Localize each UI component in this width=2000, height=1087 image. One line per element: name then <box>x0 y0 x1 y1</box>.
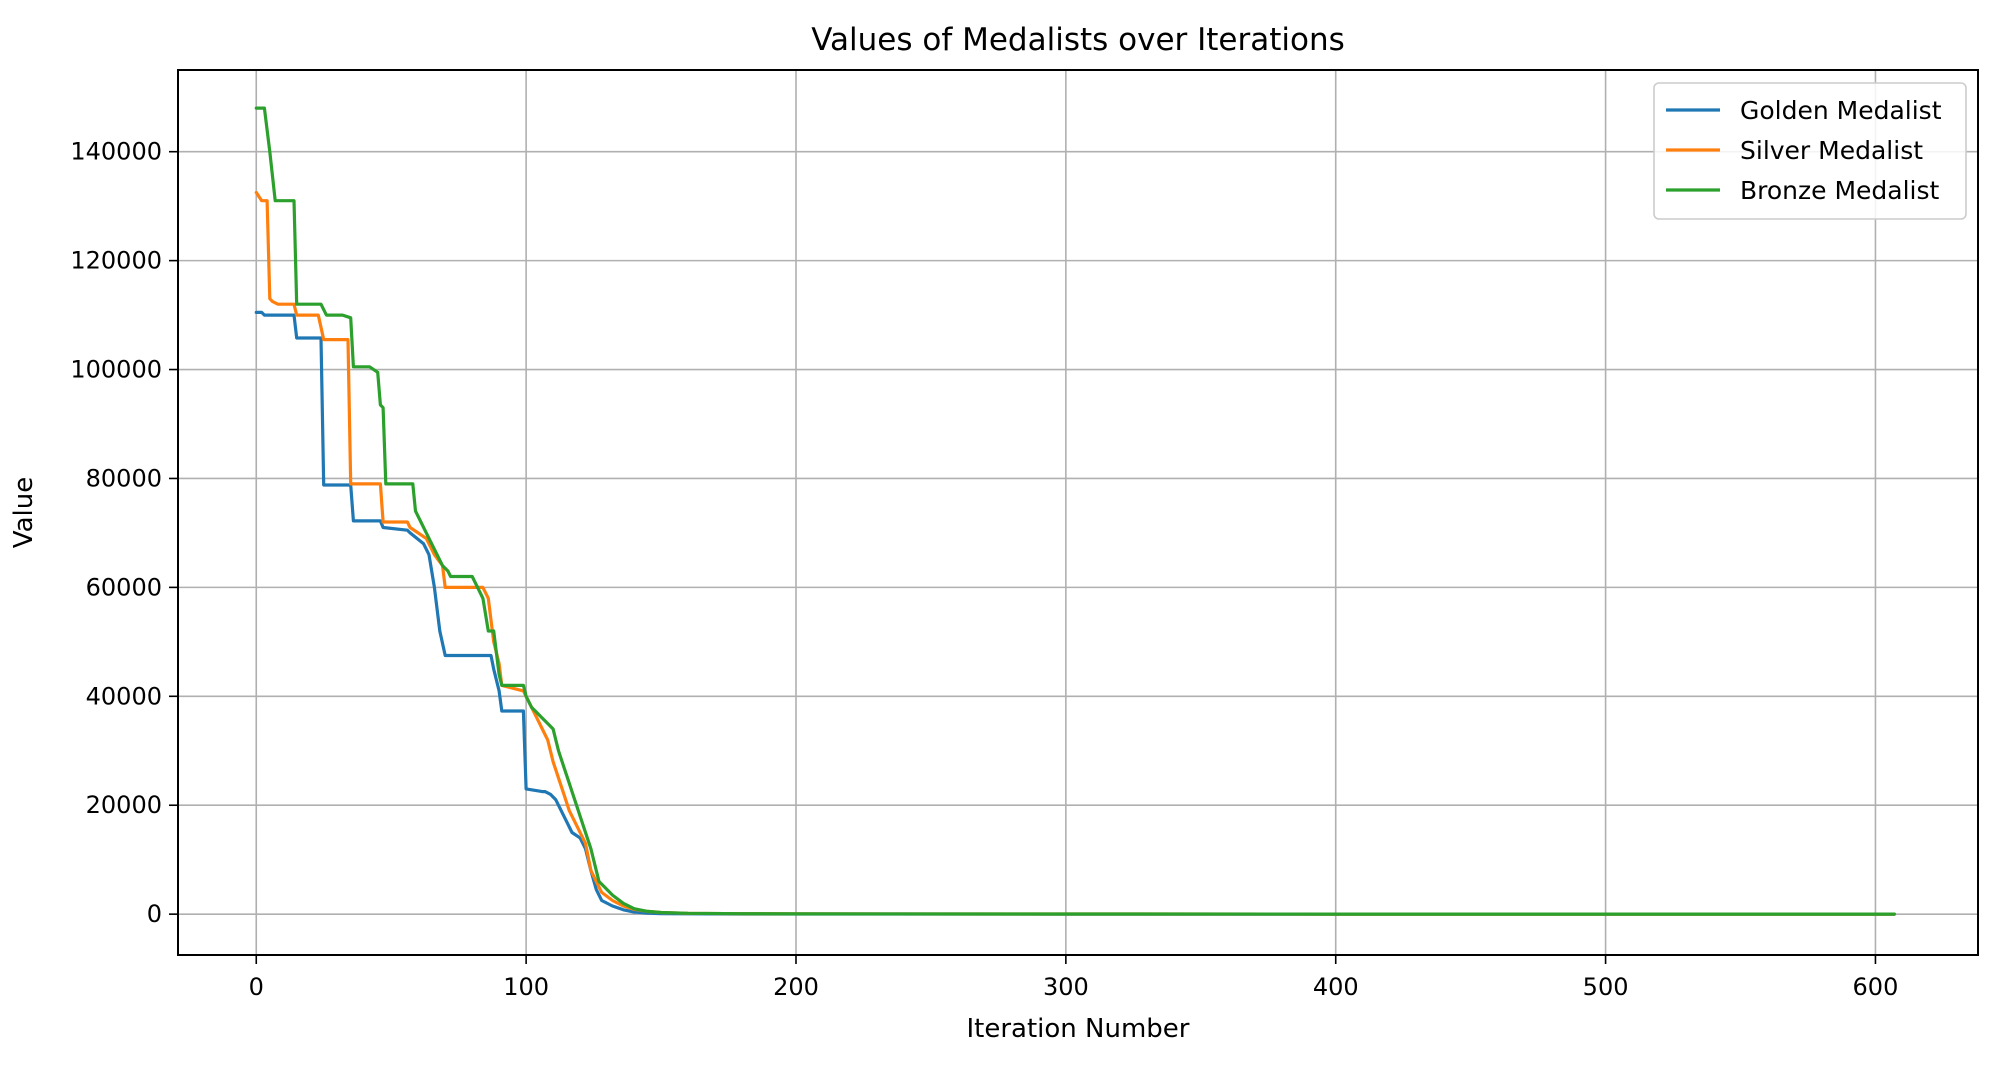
plot-frame <box>177 69 1979 956</box>
x-tick-label: 0 <box>249 973 264 1001</box>
y-tick-label: 140000 <box>70 138 162 166</box>
y-tick-label: 100000 <box>70 356 162 384</box>
legend-label-bronze-medalist: Bronze Medalist <box>1740 176 1940 205</box>
grid <box>178 70 1978 955</box>
legend-box <box>1653 82 1967 220</box>
y-tick-label: 40000 <box>86 682 162 710</box>
x-tick-label: 400 <box>1313 973 1359 1001</box>
x-tick-label: 200 <box>773 973 819 1001</box>
y-tick-label: 0 <box>147 900 162 928</box>
x-tick-label: 100 <box>503 973 549 1001</box>
axis-ticks: 0 100 200 300 400 500 600 0 20000 40000 60000 80000… <box>70 138 1898 1001</box>
y-tick-label: 80000 <box>86 464 162 492</box>
x-tick-label: 300 <box>1043 973 1089 1001</box>
y-tick-label: 60000 <box>86 573 162 601</box>
y-tick-label: 20000 <box>86 791 162 819</box>
series-line-bronze-medalist <box>254 106 1896 916</box>
x-tick-label: 600 <box>1853 973 1899 1001</box>
x-axis-label: Iteration Number <box>967 1014 1190 1044</box>
y-tick-label: 120000 <box>70 247 162 275</box>
y-axis-label: Value <box>9 477 39 548</box>
series-line-golden-medalist <box>254 310 1896 916</box>
chart-title: Values of Medalists over Iterations <box>811 22 1345 58</box>
legend-label-silver-medalist: Silver Medalist <box>1740 136 1923 165</box>
series-layer <box>254 106 1896 916</box>
legend: Golden Medalist Silver Medalist Bronze Med… <box>1653 82 1967 220</box>
legend-label-golden-medalist: Golden Medalist <box>1740 96 1942 125</box>
x-tick-label: 500 <box>1583 973 1629 1001</box>
